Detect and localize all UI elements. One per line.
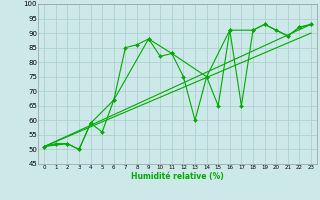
X-axis label: Humidité relative (%): Humidité relative (%) (131, 172, 224, 181)
